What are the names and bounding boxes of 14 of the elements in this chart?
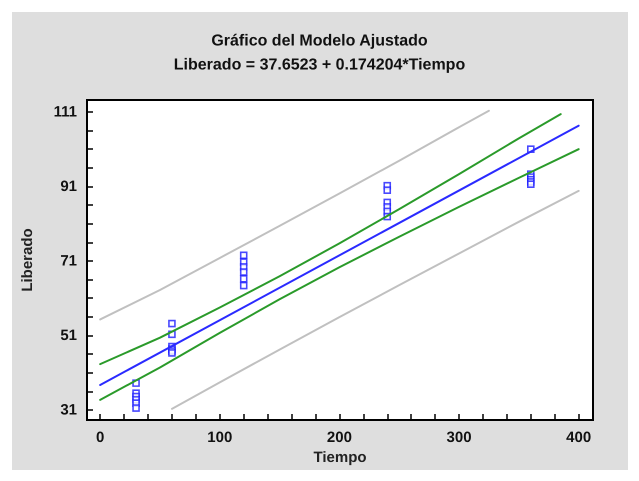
chart-title: Gráfico del Modelo Ajustado (211, 32, 428, 50)
y-tick-label: 51 (60, 326, 77, 344)
y-tick-label: 91 (60, 178, 77, 195)
y-tick-label: 71 (60, 252, 77, 270)
y-tick-label: 111 (54, 103, 77, 120)
x-tick-label: 200 (326, 429, 352, 446)
chart-subtitle: Liberado = 37.6523 + 0.174204*Tiempo (174, 56, 466, 74)
x-axis-title: Tiempo (313, 448, 367, 466)
x-tick-label: 400 (566, 429, 592, 446)
x-tick-label: 300 (446, 429, 472, 446)
y-tick-label: 31 (60, 401, 77, 418)
x-tick-label: 0 (96, 429, 104, 446)
y-axis-title: Liberado (19, 228, 36, 292)
x-tick-label: 100 (207, 429, 232, 446)
